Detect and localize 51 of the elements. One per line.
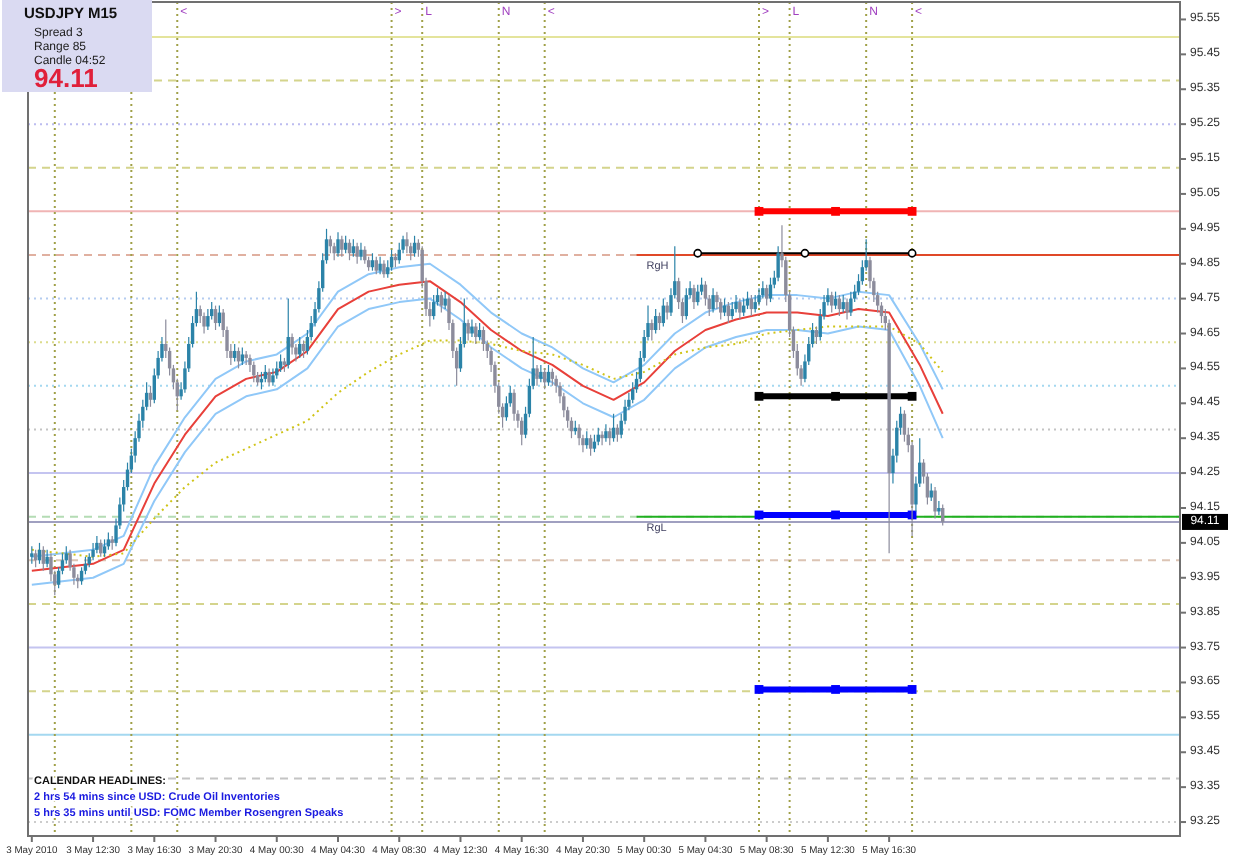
candlestick: [359, 242, 363, 261]
candlestick: [719, 298, 723, 321]
candlestick: [937, 500, 941, 516]
point: [754, 391, 764, 401]
candlestick: [271, 367, 275, 387]
point: [907, 685, 917, 694]
candlestick: [650, 318, 654, 342]
candlestick: [600, 430, 604, 446]
candlestick: [206, 308, 210, 331]
candlestick: [378, 256, 382, 275]
candlestick: [577, 423, 581, 446]
candlestick: [405, 231, 409, 254]
candlestick: [830, 291, 834, 314]
point: [800, 248, 810, 258]
candlestick: [355, 242, 359, 265]
candlestick: [539, 364, 543, 383]
candlestick: [91, 542, 95, 561]
candlestick: [512, 388, 516, 422]
candlestick: [340, 235, 344, 258]
candlestick: [665, 301, 669, 321]
candlestick: [336, 231, 340, 258]
point: [831, 391, 840, 401]
point: [907, 248, 917, 258]
candlestick: [849, 291, 853, 317]
candlestick: [470, 318, 474, 338]
candlestick: [466, 318, 470, 342]
candlestick: [757, 287, 761, 307]
candlestick: [845, 298, 849, 321]
candlestick: [711, 287, 715, 314]
candlestick: [933, 486, 937, 520]
candlestick: [45, 549, 49, 568]
point: [693, 248, 703, 258]
candlestick: [95, 535, 99, 554]
candlestick: [252, 360, 256, 383]
point: [754, 206, 764, 216]
candlestick: [588, 434, 593, 457]
point: [831, 206, 840, 216]
candlestick: [535, 364, 539, 387]
candlestick: [202, 311, 206, 335]
candlestick: [604, 423, 608, 443]
point: [907, 206, 917, 216]
line-series: [30, 325, 944, 558]
candlestick: [290, 332, 294, 356]
candlestick: [738, 298, 742, 321]
point: [907, 391, 917, 401]
candlestick: [764, 284, 769, 307]
annotation: 94.11: [34, 63, 98, 93]
candlestick: [692, 284, 696, 310]
point: [754, 685, 764, 694]
candlestick: [734, 294, 738, 314]
candlestick: [776, 245, 780, 282]
